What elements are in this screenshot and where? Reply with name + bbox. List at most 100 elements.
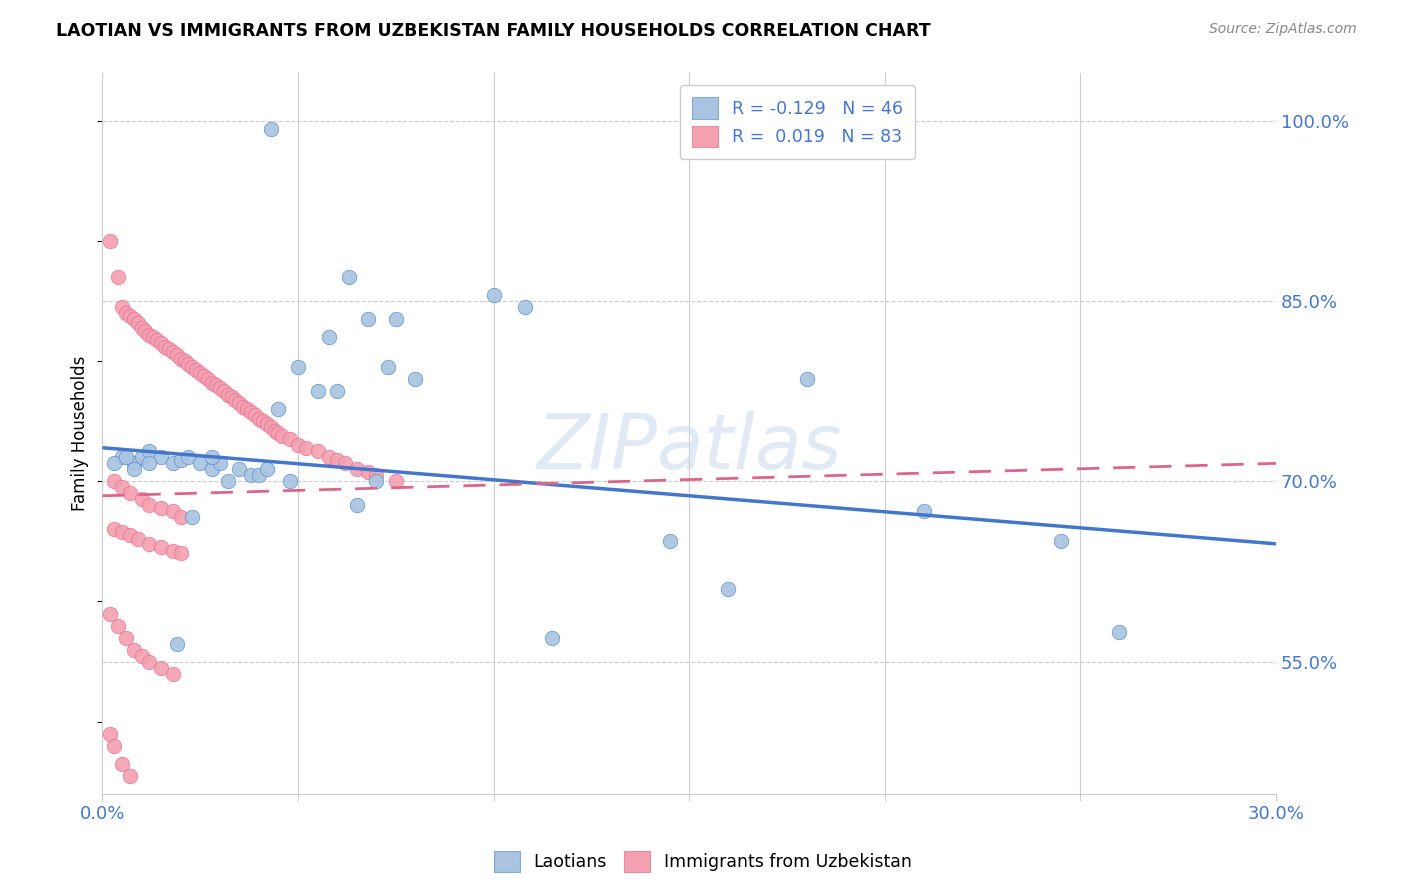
Point (247, 468, 270, 483)
Point (267, 426, 290, 441)
Point (201, 450, 224, 465)
Point (333, 456, 356, 470)
Point (208, 381, 231, 395)
Point (103, 475, 125, 489)
Point (98, 607, 121, 621)
Point (256, 462, 278, 476)
Point (193, 368, 215, 383)
Point (157, 343, 180, 357)
Point (115, 306, 138, 320)
Point (138, 537, 160, 551)
Point (131, 492, 153, 507)
Point (318, 330, 340, 344)
Point (541, 631, 564, 645)
Point (201, 462, 224, 476)
Point (122, 642, 145, 657)
Point (169, 351, 191, 366)
Y-axis label: Family Households: Family Households (72, 356, 89, 511)
Point (188, 366, 211, 380)
Point (127, 532, 149, 546)
Point (796, 372, 818, 386)
Point (224, 392, 246, 407)
Point (98, 726, 121, 740)
Point (166, 636, 188, 650)
Point (346, 499, 368, 513)
Point (513, 300, 536, 314)
Point (212, 384, 235, 399)
Point (166, 348, 188, 362)
Point (366, 468, 388, 483)
Point (162, 544, 184, 558)
Point (287, 438, 309, 452)
Point (131, 648, 153, 663)
Point (188, 456, 211, 470)
Point (228, 396, 250, 410)
Point (256, 417, 278, 431)
Point (658, 534, 681, 549)
Point (118, 528, 141, 542)
Point (131, 450, 153, 465)
Point (138, 444, 160, 458)
Point (287, 360, 309, 375)
Point (162, 456, 184, 470)
Point (162, 504, 184, 518)
Point (278, 475, 301, 489)
Point (259, 420, 281, 434)
Point (122, 462, 145, 476)
Text: Source: ZipAtlas.com: Source: ZipAtlas.com (1209, 22, 1357, 37)
Point (118, 309, 141, 323)
Point (150, 541, 173, 555)
Point (221, 390, 243, 404)
Point (181, 510, 204, 524)
Point (103, 523, 125, 537)
Point (103, 739, 125, 753)
Legend: Laotians, Immigrants from Uzbekistan: Laotians, Immigrants from Uzbekistan (486, 844, 920, 879)
Point (263, 424, 285, 438)
Point (252, 414, 274, 428)
Point (208, 456, 231, 470)
Point (337, 270, 360, 285)
Point (122, 456, 145, 470)
Point (181, 360, 204, 375)
Point (307, 384, 329, 399)
Point (111, 756, 134, 771)
Point (118, 769, 141, 783)
Point (98, 234, 121, 248)
Point (131, 320, 153, 334)
Point (307, 444, 329, 458)
Point (247, 412, 270, 426)
Point (150, 500, 173, 515)
Point (240, 405, 263, 419)
Point (150, 660, 173, 674)
Text: LAOTIAN VS IMMIGRANTS FROM UZBEKISTAN FAMILY HOUSEHOLDS CORRELATION CHART: LAOTIAN VS IMMIGRANTS FROM UZBEKISTAN FA… (56, 22, 931, 40)
Point (377, 360, 399, 375)
Point (107, 270, 129, 285)
Point (278, 433, 301, 447)
Point (366, 475, 388, 489)
Point (111, 450, 134, 465)
Point (173, 354, 195, 368)
Point (111, 480, 134, 494)
Point (146, 333, 169, 347)
Point (912, 504, 935, 518)
Point (243, 409, 266, 423)
Point (267, 402, 290, 417)
Point (357, 465, 380, 479)
Point (138, 655, 160, 669)
Point (118, 486, 141, 500)
Point (186, 362, 208, 376)
Point (240, 468, 263, 483)
Point (357, 312, 380, 326)
Point (205, 378, 228, 392)
Point (111, 524, 134, 539)
Point (259, 122, 281, 136)
Point (122, 312, 145, 326)
Point (138, 327, 160, 342)
Point (271, 428, 294, 442)
Point (326, 384, 349, 399)
Point (177, 450, 200, 465)
Point (115, 631, 138, 645)
Point (142, 330, 165, 344)
Point (318, 450, 340, 465)
Point (385, 475, 408, 489)
